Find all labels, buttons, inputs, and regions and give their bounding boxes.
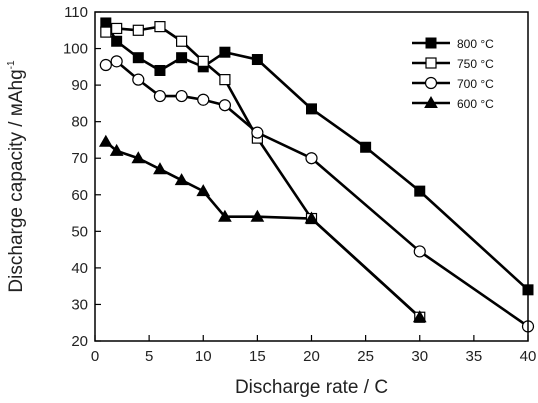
x-tick-label: 10 bbox=[195, 348, 212, 365]
data-point bbox=[176, 52, 188, 64]
data-point bbox=[218, 209, 232, 222]
data-point bbox=[306, 103, 317, 115]
data-point bbox=[414, 185, 426, 197]
y-tick-label: 80 bbox=[71, 114, 88, 131]
y-tick-label: 50 bbox=[71, 223, 88, 240]
legend: 800 °C 750 °C 700 °C 600 °C bbox=[412, 37, 494, 111]
x-axis-title: Discharge rate / C bbox=[235, 377, 388, 398]
x-tick-label: 40 bbox=[520, 348, 537, 365]
data-point bbox=[219, 46, 231, 58]
data-point bbox=[109, 143, 124, 156]
legend-label: 800 °C bbox=[457, 37, 494, 51]
y-axis-title-superscript: -1 bbox=[6, 60, 17, 69]
data-point bbox=[197, 55, 209, 67]
data-point bbox=[131, 151, 146, 164]
data-point bbox=[305, 152, 318, 165]
data-point bbox=[412, 310, 427, 323]
y-axis-title: Discharge capacity / мAhg-1 bbox=[6, 60, 27, 293]
x-tick-label: 35 bbox=[466, 348, 483, 365]
series-layer bbox=[98, 17, 535, 333]
data-point bbox=[250, 209, 265, 222]
data-point bbox=[425, 57, 437, 69]
x-tick-label: 30 bbox=[411, 348, 428, 365]
data-point bbox=[111, 22, 123, 35]
data-point bbox=[153, 89, 167, 103]
data-point bbox=[413, 245, 426, 258]
data-point bbox=[132, 24, 144, 36]
x-tick-label: 15 bbox=[249, 348, 266, 365]
data-point bbox=[132, 52, 144, 64]
y-tick-label: 90 bbox=[71, 77, 88, 94]
data-point bbox=[251, 54, 263, 66]
data-point bbox=[424, 95, 438, 108]
y-tick-label: 20 bbox=[71, 333, 88, 350]
data-point bbox=[100, 17, 112, 29]
series-line-3 bbox=[104, 140, 421, 319]
ticks-layer: 0 5 10 15 20 25 30 35 40 20 30 40 50 60 70 80 90 100 110 bbox=[63, 4, 536, 365]
y-axis-title-main: Discharge capacity / мAhg bbox=[6, 69, 27, 292]
x-tick-label: 0 bbox=[91, 348, 99, 365]
data-point bbox=[304, 211, 319, 224]
data-point bbox=[99, 58, 112, 72]
plot-frame bbox=[94, 11, 529, 342]
y-tick-label: 110 bbox=[64, 4, 88, 21]
x-tick-label: 25 bbox=[357, 348, 374, 365]
y-tick-label: 30 bbox=[71, 296, 88, 313]
data-point bbox=[154, 64, 166, 76]
data-point bbox=[424, 76, 438, 90]
x-tick-label: 20 bbox=[303, 348, 320, 365]
data-point bbox=[98, 134, 113, 147]
data-point bbox=[360, 141, 372, 153]
legend-label: 600 °C bbox=[457, 97, 494, 111]
data-point bbox=[111, 35, 123, 47]
data-point bbox=[175, 89, 188, 103]
data-point bbox=[110, 55, 123, 68]
data-point bbox=[219, 74, 231, 86]
y-tick-label: 60 bbox=[71, 187, 88, 204]
y-tick-label: 70 bbox=[71, 150, 88, 167]
legend-label: 750 °C bbox=[457, 57, 494, 71]
legend-label: 700 °C bbox=[457, 77, 494, 91]
data-point bbox=[132, 73, 145, 86]
data-point bbox=[218, 99, 231, 112]
x-tick-label: 5 bbox=[145, 348, 153, 365]
data-point bbox=[153, 162, 167, 175]
data-point bbox=[196, 184, 211, 197]
series-line-1 bbox=[105, 25, 421, 319]
data-point bbox=[174, 173, 189, 186]
data-point bbox=[154, 21, 166, 33]
y-tick-label: 100 bbox=[63, 41, 88, 58]
data-point bbox=[197, 93, 210, 106]
data-point bbox=[251, 126, 264, 139]
data-point bbox=[100, 26, 112, 38]
y-tick-label: 40 bbox=[71, 260, 88, 277]
data-point bbox=[176, 35, 188, 47]
data-point bbox=[425, 37, 437, 49]
